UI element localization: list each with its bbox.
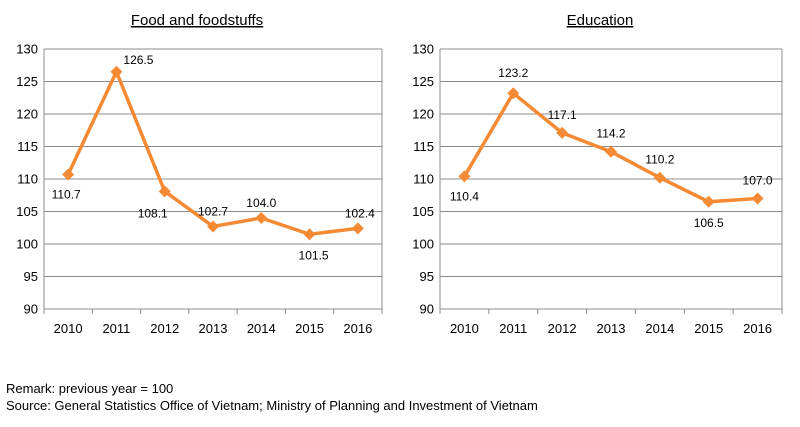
data-point	[207, 220, 219, 233]
y-tick-label: 130	[412, 42, 434, 57]
x-tick-label: 2012	[548, 321, 577, 336]
y-tick-label: 125	[16, 74, 38, 89]
data-point	[110, 65, 123, 78]
data-point	[556, 126, 569, 139]
data-point	[507, 87, 520, 100]
data-label: 110.7	[52, 187, 81, 201]
data-point	[751, 192, 764, 205]
charts-canvas: Food and foodstuffs 90 95 100 105 110 115 120 12…	[16, 12, 783, 336]
data-point	[605, 145, 617, 158]
source-text: Source: General Statistics Office of Vie…	[6, 398, 538, 413]
y-tick-label: 115	[413, 139, 434, 154]
data-point	[702, 195, 715, 208]
data-point	[458, 170, 471, 183]
data-label: 117.1	[548, 108, 577, 122]
data-label: 102.4	[345, 206, 375, 220]
y-tick-label: 100	[412, 237, 434, 252]
chart-2: Education 90 95 100 105 110 115 120 125 130 2010 20…	[412, 12, 783, 336]
y-tick-label: 115	[17, 139, 38, 154]
remark-text: Remark: previous year = 100	[6, 381, 174, 396]
x-tick-label: 2011	[102, 321, 130, 336]
data-label: 101.5	[299, 248, 329, 262]
y-tick-label: 105	[16, 204, 38, 219]
data-point	[62, 168, 75, 181]
data-label: 107.0	[743, 174, 773, 188]
x-tick-label: 2016	[743, 321, 772, 336]
data-label: 102.7	[198, 204, 228, 218]
y-tick-label: 110	[17, 172, 38, 187]
data-label: 106.5	[694, 216, 724, 230]
y-tick-label: 110	[413, 172, 434, 187]
y-tick-label: 90	[420, 302, 434, 317]
y-tick-label: 95	[420, 269, 434, 284]
data-label: 126.5	[123, 53, 153, 67]
x-tick-label: 2014	[645, 321, 674, 336]
data-point	[158, 185, 171, 198]
data-label: 123.2	[498, 66, 528, 80]
data-point	[255, 212, 268, 224]
y-tick-label: 90	[24, 302, 38, 317]
data-label: 110.2	[645, 153, 674, 167]
x-tick-label: 2012	[150, 321, 179, 336]
y-tick-label: 120	[16, 107, 38, 122]
x-tick-label: 2016	[343, 321, 372, 336]
x-tick-label: 2015	[295, 321, 324, 336]
chart-title: Education	[567, 12, 634, 29]
data-point	[351, 222, 364, 235]
x-tick-label: 2010	[450, 321, 479, 336]
y-tick-label: 95	[24, 269, 38, 284]
x-tick-label: 2015	[694, 321, 723, 336]
data-point	[653, 171, 666, 184]
x-tick-label: 2010	[54, 321, 83, 336]
data-label: 110.4	[450, 189, 479, 203]
x-tick-label: 2014	[247, 321, 276, 336]
x-tick-label: 2013	[597, 321, 626, 336]
data-label: 104.0	[246, 196, 276, 210]
y-tick-label: 105	[412, 204, 434, 219]
data-point	[303, 228, 316, 241]
chart-notes: Remark: previous year = 100 Source: Gene…	[6, 380, 538, 414]
x-tick-label: 2011	[499, 321, 527, 336]
x-tick-label: 2013	[199, 321, 228, 336]
y-tick-label: 120	[412, 107, 434, 122]
y-tick-label: 125	[412, 74, 434, 89]
data-label: 108.1	[138, 206, 168, 220]
data-label: 114.2	[596, 127, 625, 141]
y-tick-label: 130	[16, 42, 38, 57]
chart-title: Food and foodstuffs	[131, 12, 263, 29]
y-tick-label: 100	[16, 237, 38, 252]
chart-1: Food and foodstuffs 90 95 100 105 110 115 120 12…	[16, 12, 383, 336]
